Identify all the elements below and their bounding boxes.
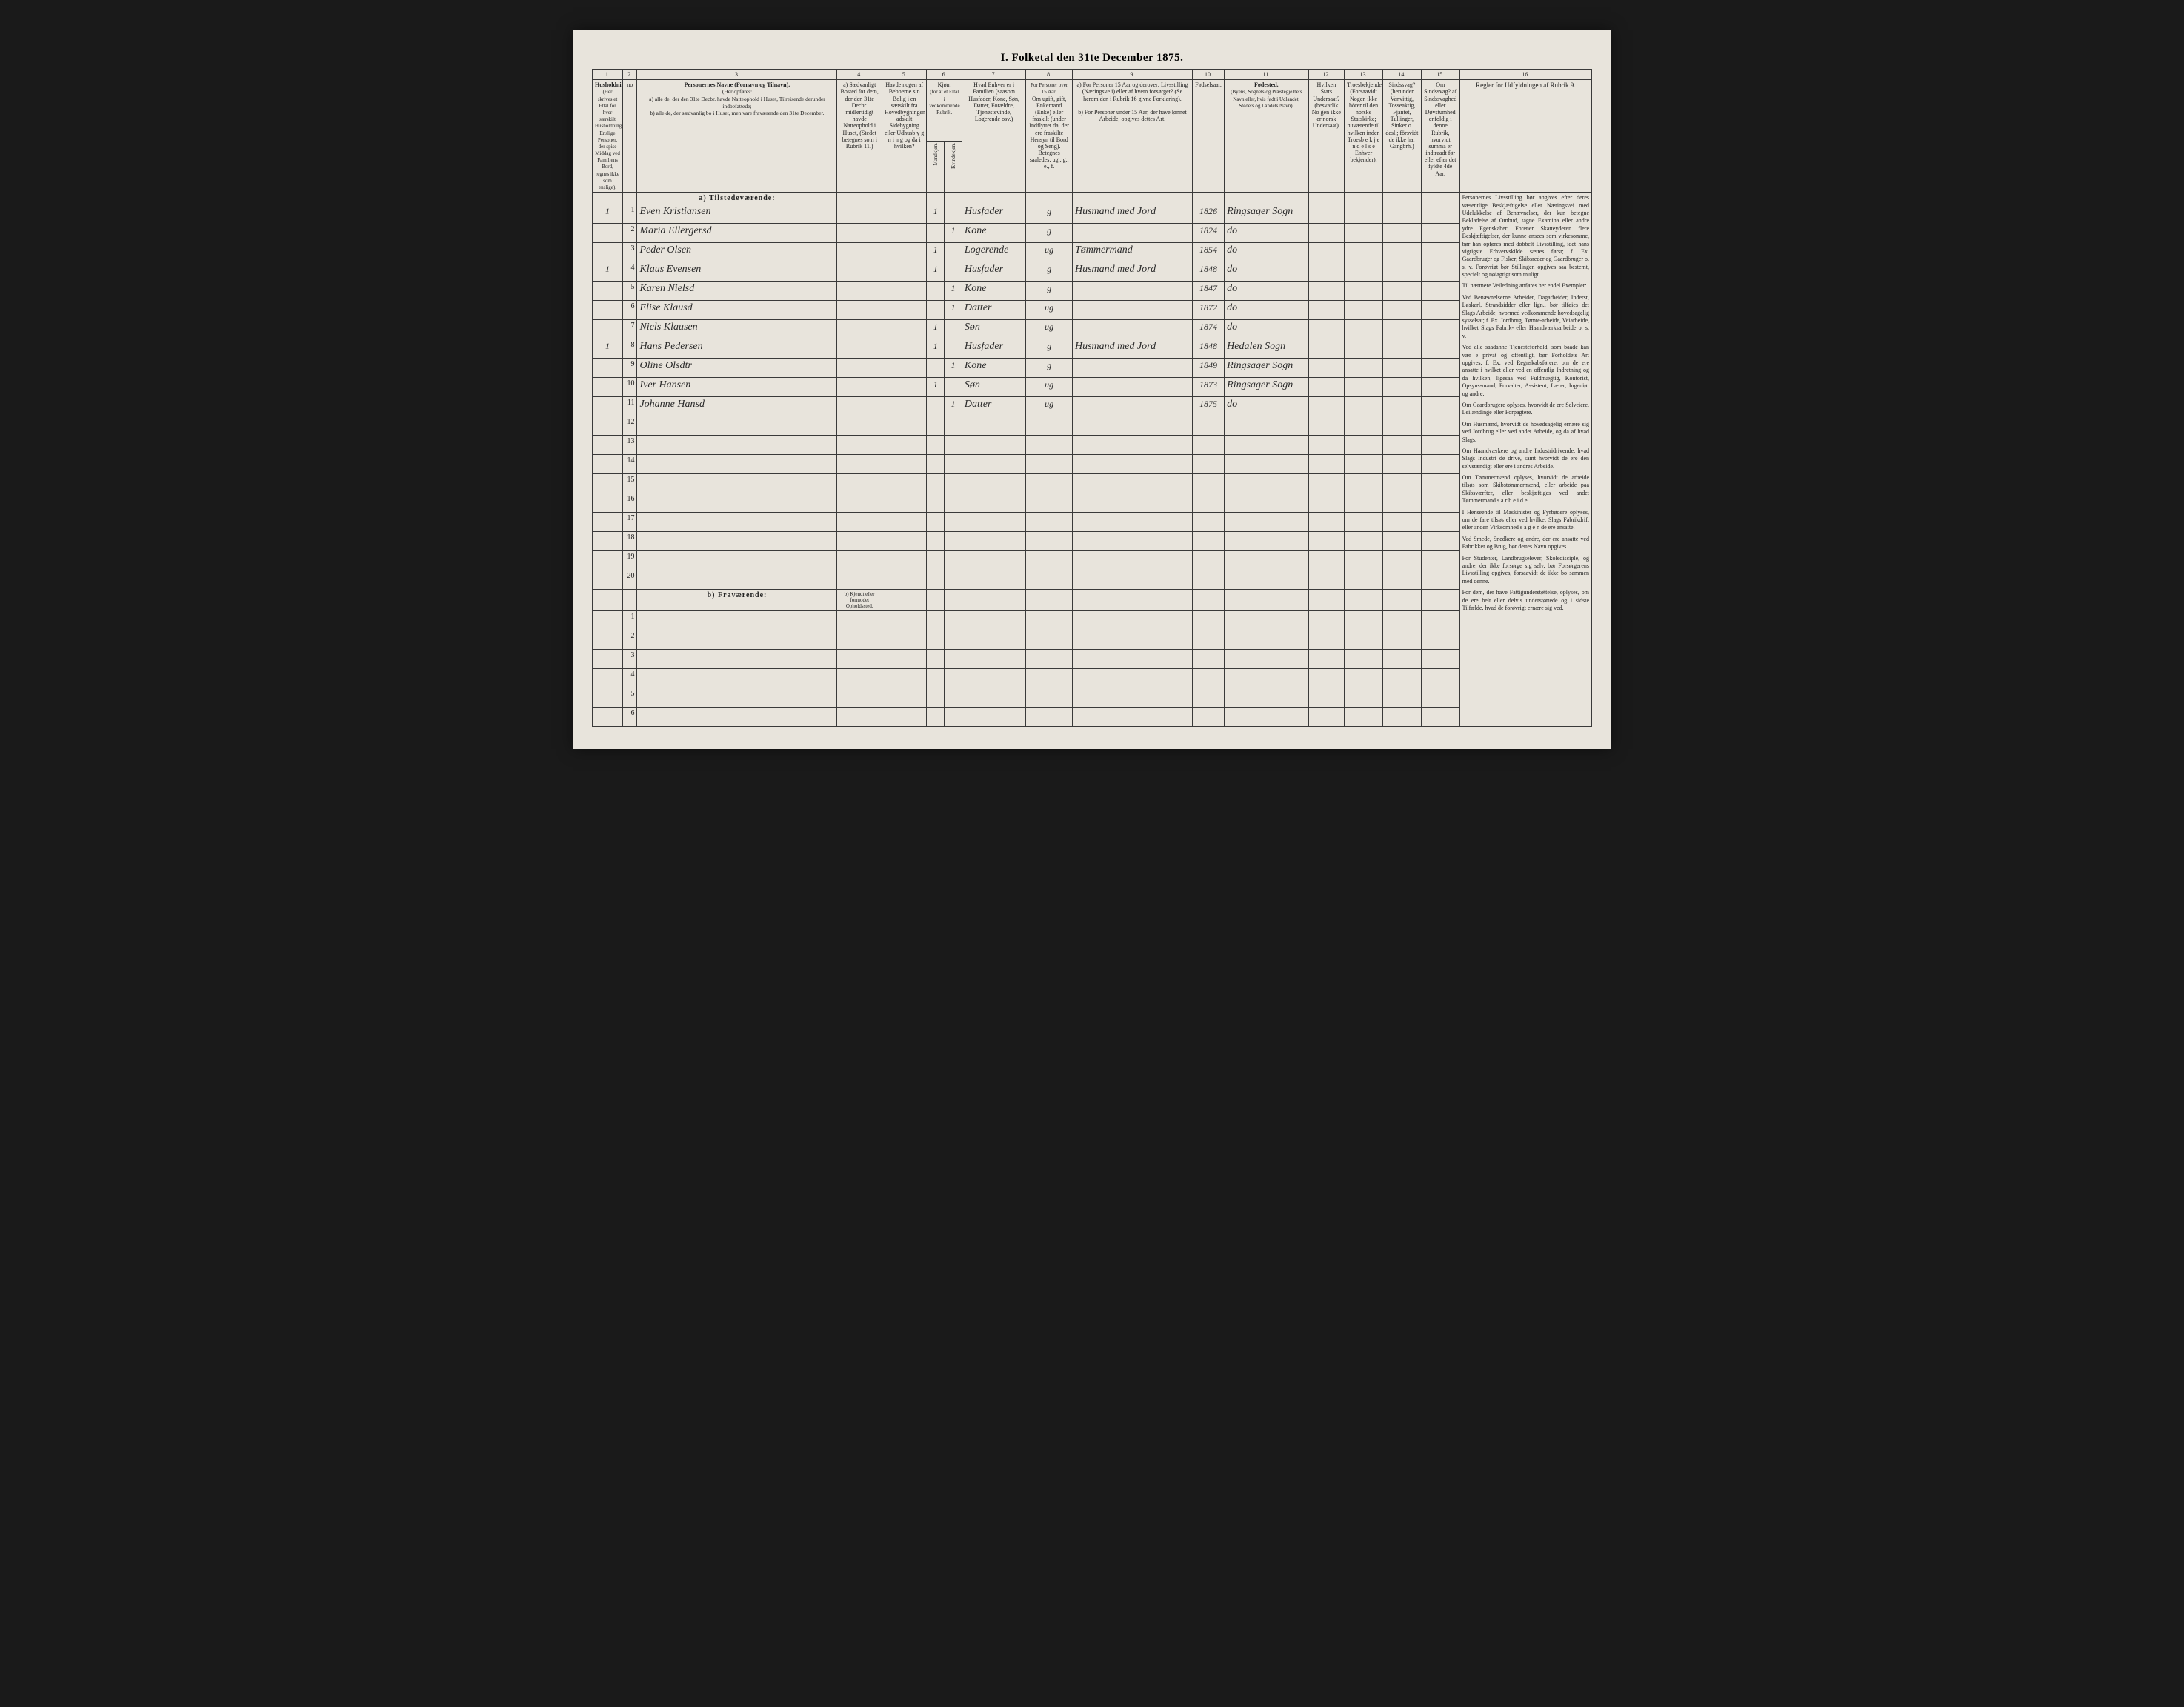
col-residence: a) Sædvanligt Bosted for dem, der den 31… <box>837 80 882 193</box>
col-sex: Kjøn. (for at et Ettal i vedkommende Rub… <box>927 80 962 142</box>
col-birthplace: Fødested. (Byens, Sognets og Præstegjeld… <box>1225 80 1308 193</box>
section-present-label: a) Tilstedeværende: <box>637 193 837 204</box>
table-row: 11Johanne Hansd1Datterug1875do <box>593 397 1592 416</box>
colnum: 1. <box>593 70 623 80</box>
col-religion: Troesbekjendelse. (Forsaavidt Nogen ikke… <box>1345 80 1383 193</box>
table-row: 19 <box>593 551 1592 570</box>
col-birthyear: Fødselsaar. <box>1192 80 1224 193</box>
census-ledger-page: I. Folketal den 31te December 1875. 1. 2… <box>573 30 1611 749</box>
present-section: a) Tilstedeværende: Personernes Livsstil… <box>593 193 1592 727</box>
col-marital: For Personer over 15 Aar: Om ugift, gift… <box>1026 80 1073 193</box>
table-row: 18Hans Pedersen1HusfadergHusmand med Jor… <box>593 339 1592 359</box>
colnum: 12. <box>1308 70 1345 80</box>
colnum: 5. <box>882 70 926 80</box>
colnum: 3. <box>637 70 837 80</box>
table-row: 2 <box>593 630 1592 650</box>
colnum: 10. <box>1192 70 1224 80</box>
col-occupation: a) For Personer 15 Aar og derover: Livss… <box>1072 80 1192 193</box>
census-table: 1. 2. 3. 4. 5. 6. 7. 8. 9. 10. 11. 12. 1… <box>592 69 1592 727</box>
instructions-text: Personernes Livsstilling bør angives eft… <box>1459 193 1591 727</box>
table-row: 16 <box>593 493 1592 513</box>
table-row: 4 <box>593 669 1592 688</box>
colnum: 8. <box>1026 70 1073 80</box>
colnum: 11. <box>1225 70 1308 80</box>
colnum: 7. <box>962 70 1025 80</box>
table-row: 15 <box>593 474 1592 493</box>
colnum: 15. <box>1421 70 1459 80</box>
col-relation: Hvad Enhver er i Familien (saasom Husfad… <box>962 80 1025 193</box>
table-row: 6 <box>593 708 1592 727</box>
colnum: 14. <box>1382 70 1421 80</box>
table-row: 7Niels Klausen1Sønug1874do <box>593 320 1592 339</box>
table-row: 13 <box>593 436 1592 455</box>
page-title: I. Folketal den 31te December 1875. <box>592 52 1592 64</box>
colnum: 6. <box>927 70 962 80</box>
col-instructions-title: Regler for Udfyldningen af Rubrik 9. <box>1459 80 1591 193</box>
colnum: 16. <box>1459 70 1591 80</box>
table-row: 14Klaus Evensen1HusfadergHusmand med Jor… <box>593 262 1592 282</box>
table-row: 12 <box>593 416 1592 436</box>
col-names: Personernes Navne (Fornavn og Tilnavn). … <box>637 80 837 193</box>
col-building: Havde nogen af Beboerne sin Bolig i en s… <box>882 80 926 193</box>
col-female: Kvindekjøn. <box>945 142 962 193</box>
table-row: 10Iver Hansen1Sønug1873Ringsager Sogn <box>593 378 1592 397</box>
table-header: 1. 2. 3. 4. 5. 6. 7. 8. 9. 10. 11. 12. 1… <box>593 70 1592 193</box>
section-absent-header: b) Fraværende: b) Kjendt eller formodet … <box>593 590 1592 611</box>
table-row: 6Elise Klausd1Datterug1872do <box>593 301 1592 320</box>
table-row: 14 <box>593 455 1592 474</box>
table-row: 2Maria Ellergersd1Koneg1824do <box>593 224 1592 243</box>
col-insane: Sindssvag? (herunder Vanvittig, Tosseakt… <box>1382 80 1421 193</box>
table-row: 1 <box>593 611 1592 630</box>
colnum: 2. <box>623 70 637 80</box>
colnum: 13. <box>1345 70 1383 80</box>
colnum: 4. <box>837 70 882 80</box>
table-row: 5Karen Nielsd1Koneg1847do <box>593 282 1592 301</box>
table-row: 11Even Kristiansen1HusfadergHusmand med … <box>593 204 1592 224</box>
col-household: Husholdninger. (Her skrives et Ettal for… <box>593 80 623 193</box>
col-no: no <box>623 80 637 193</box>
col-disability-age: Om Sindssvag? af Sindssvaghed eller Døvs… <box>1421 80 1459 193</box>
colnum: 9. <box>1072 70 1192 80</box>
table-row: 18 <box>593 532 1592 551</box>
table-row: 9Oline Olsdtr1Koneg1849Ringsager Sogn <box>593 359 1592 378</box>
table-row: 3 <box>593 650 1592 669</box>
table-row: 17 <box>593 513 1592 532</box>
table-row: 3Peder Olsen1LogerendeugTømmermand1854do <box>593 243 1592 262</box>
col-male: Mandkjøn. <box>927 142 945 193</box>
table-row: 5 <box>593 688 1592 708</box>
table-row: 20 <box>593 570 1592 590</box>
col-nationality: Hvilken Stats Undersaat? (besvarlik No g… <box>1308 80 1345 193</box>
